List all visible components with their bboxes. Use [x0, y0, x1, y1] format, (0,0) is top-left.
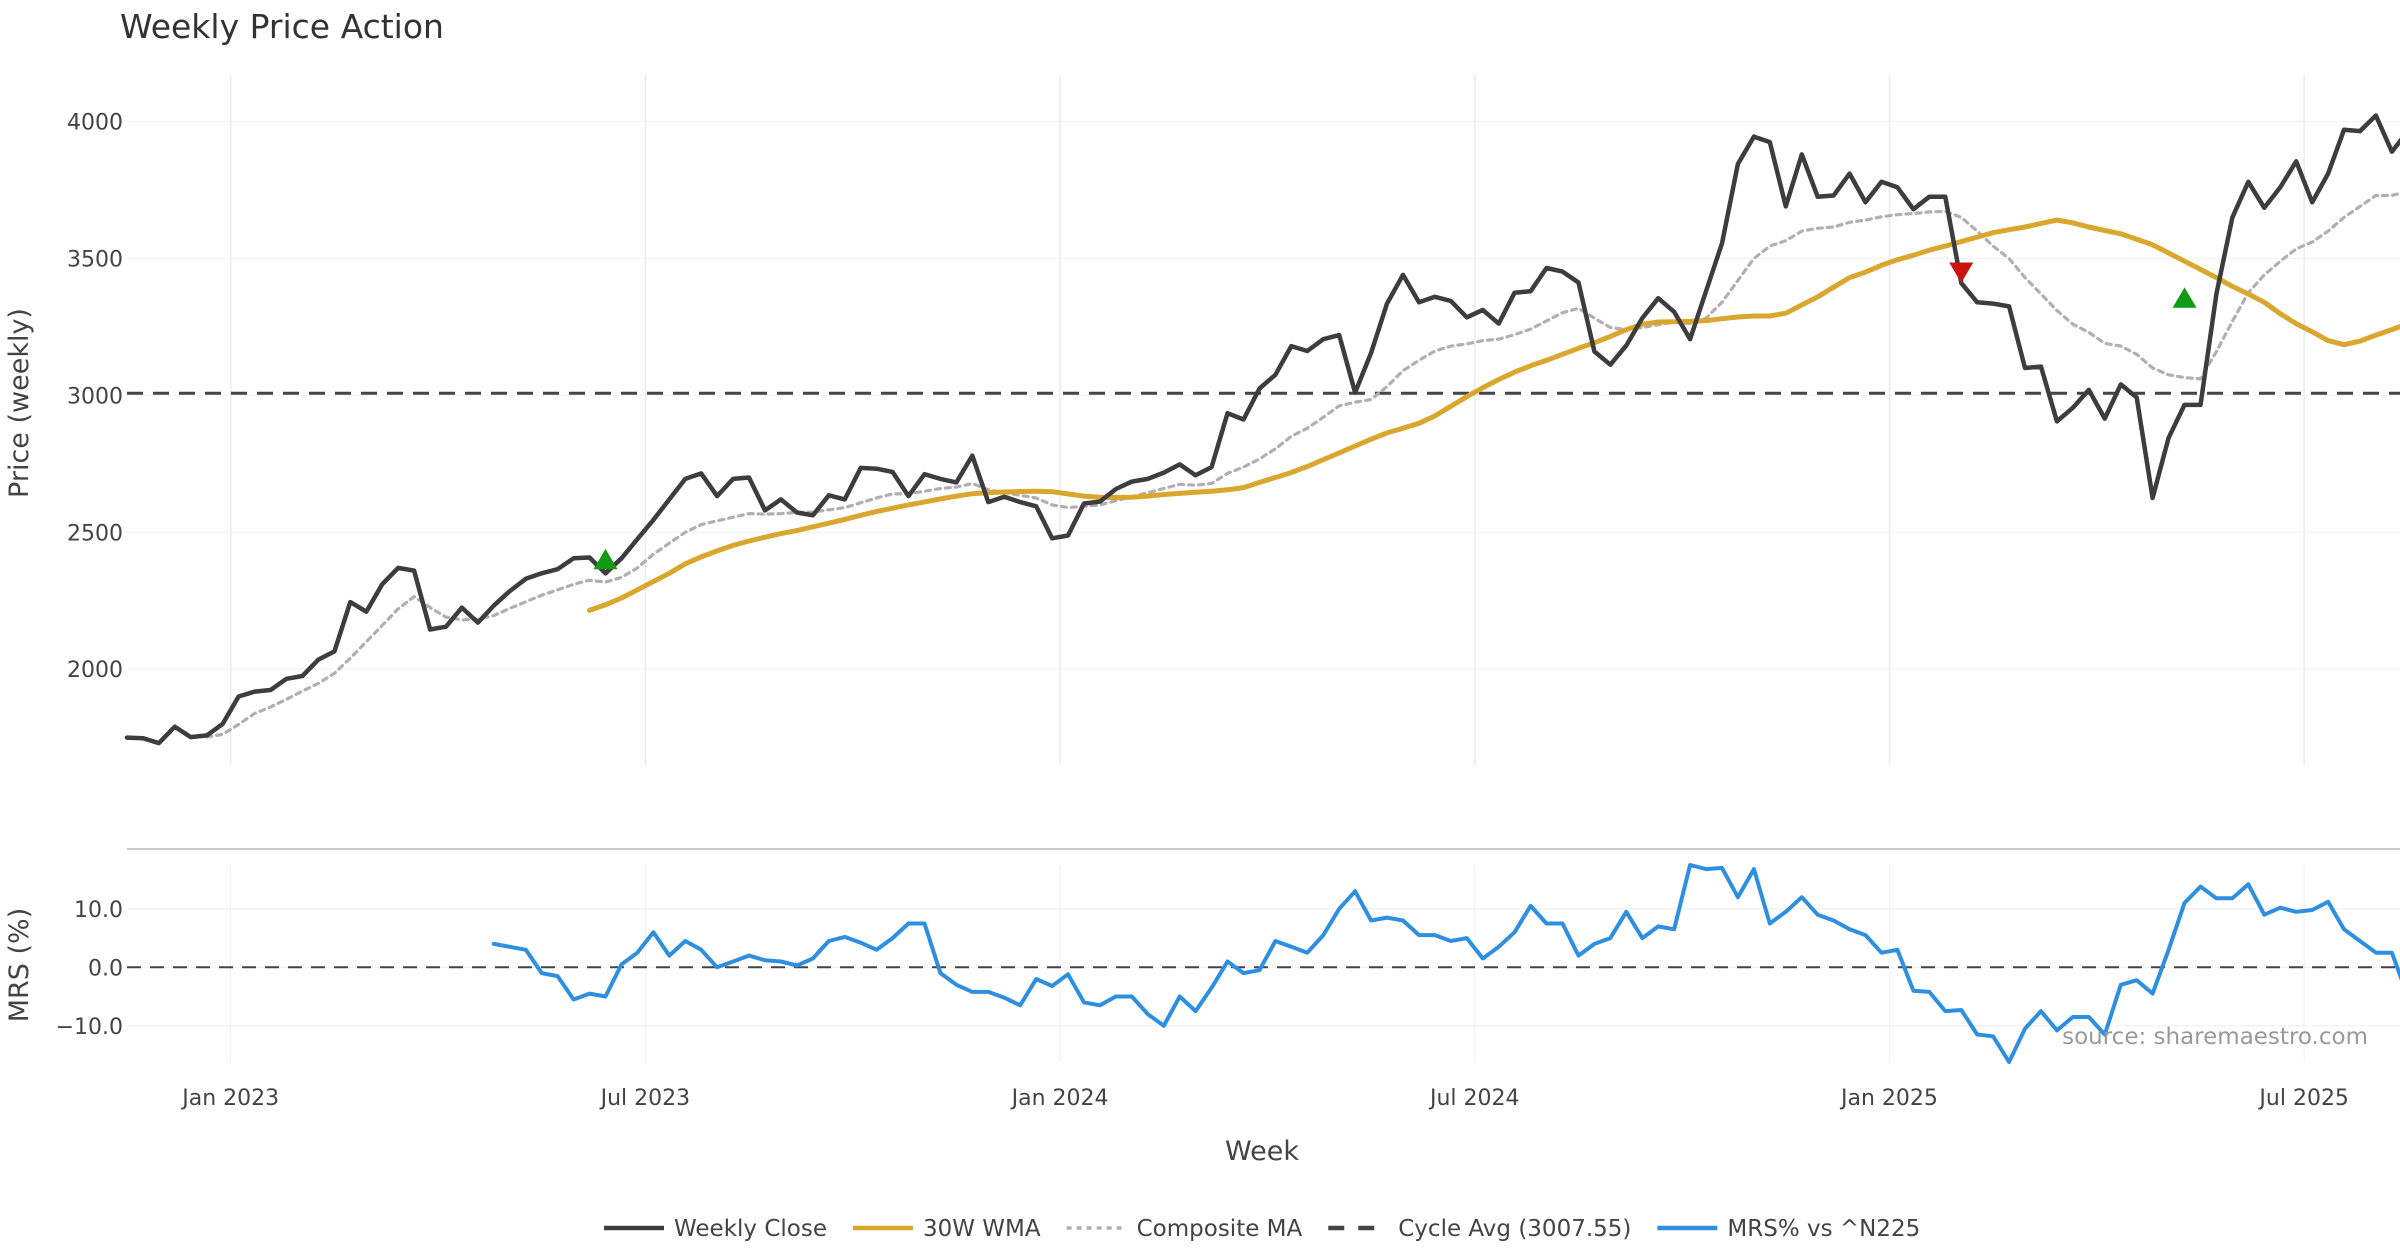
- price-tick-label: 3500: [67, 247, 123, 272]
- x-ticks: Jan 2023 Jul 2023 Jan 2024 Jul 2024 Jan 2025…: [180, 1086, 2349, 1111]
- legend: Weekly Close 30W WMA Composite MA Cycle Avg…: [604, 1216, 1920, 1242]
- sell-signal-marker: [1949, 262, 1974, 283]
- price-tick-label: 3000: [67, 384, 123, 409]
- mrs-y-ticks: 10.0 0.0 −10.0: [56, 898, 123, 1040]
- x-tick-label: Jul 2023: [599, 1086, 691, 1111]
- mrs-tick-label: 10.0: [74, 898, 123, 923]
- source-label: source: sharemaestro.com: [2062, 1024, 2368, 1050]
- buy-signal-marker: [593, 548, 618, 570]
- x-axis-title: Week: [1225, 1136, 1299, 1167]
- legend-label: Weekly Close: [674, 1216, 827, 1242]
- weekly-close-line: [124, 113, 2400, 746]
- legend-label: MRS% vs ^N225: [1727, 1216, 1920, 1242]
- price-tick-label: 2000: [67, 658, 123, 683]
- price-tick-label: 4000: [67, 111, 123, 136]
- x-tick-label: Jan 2025: [1839, 1086, 1938, 1111]
- chart-title: Weekly Price Action: [120, 7, 444, 46]
- legend-label: Cycle Avg (3007.55): [1398, 1216, 1631, 1242]
- buy-signal-marker: [2172, 287, 2197, 308]
- series-layer: [124, 113, 2400, 1064]
- x-tick-label: Jan 2024: [1010, 1086, 1109, 1111]
- composite-ma-line: [205, 191, 2400, 739]
- mrs-tick-label: −10.0: [56, 1015, 123, 1040]
- x-tick-label: Jul 2024: [1428, 1086, 1520, 1111]
- mrs-tick-label: 0.0: [88, 956, 123, 981]
- price-tick-label: 2500: [67, 521, 123, 546]
- price-y-ticks: 2000 2500 3000 3500 4000: [67, 111, 123, 684]
- mrs-y-axis-title: MRS (%): [4, 908, 35, 1023]
- price-y-axis-title: Price (weekly): [4, 308, 35, 498]
- mrs-line: [491, 863, 2400, 1064]
- x-tick-label: Jul 2025: [2257, 1086, 2349, 1111]
- legend-label: Composite MA: [1137, 1216, 1303, 1242]
- legend-label: 30W WMA: [923, 1216, 1041, 1242]
- grid-lines: [127, 75, 2400, 1062]
- x-tick-label: Jan 2023: [180, 1086, 279, 1111]
